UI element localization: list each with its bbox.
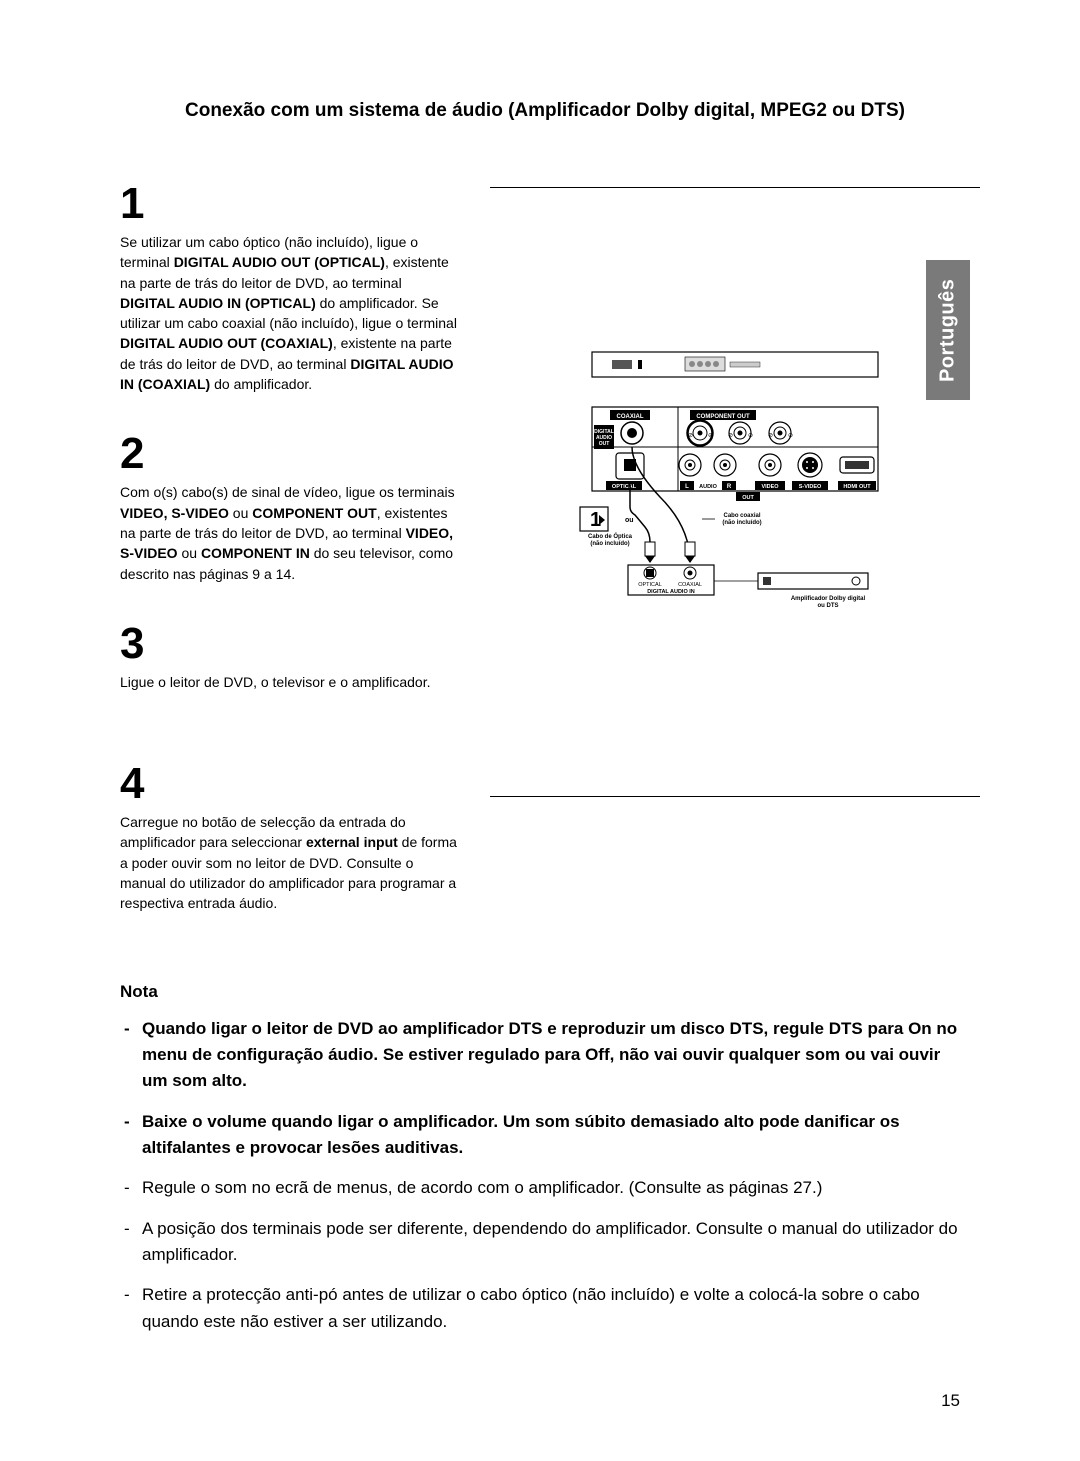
language-tab: Português bbox=[926, 260, 970, 400]
note-item: Baixe o volume quando ligar o amplificad… bbox=[120, 1109, 970, 1162]
component-jacks: ⊘ ⊘ ⊘ ⊘ ⊘ ⊘ bbox=[688, 421, 794, 446]
page-number: 15 bbox=[941, 1391, 960, 1411]
step-number: 4 bbox=[120, 762, 460, 806]
step-body: Ligue o leitor de DVD, o televisor e o a… bbox=[120, 672, 460, 692]
step-1: 1 Se utilizar um cabo óptico (não incluí… bbox=[120, 182, 460, 394]
step-3: 3 Ligue o leitor de DVD, o televisor e o… bbox=[120, 622, 460, 692]
step-4: 4 Carregue no botão de selecção da entra… bbox=[120, 762, 460, 913]
label-cable-optical-1: Cabo de Óptica bbox=[588, 532, 633, 540]
step-body: Se utilizar um cabo óptico (não incluído… bbox=[120, 232, 460, 394]
label-amp-2: ou DTS bbox=[818, 603, 839, 609]
step-2: 2 Com o(s) cabo(s) de sinal de vídeo, li… bbox=[120, 432, 460, 583]
svg-text:⊘: ⊘ bbox=[688, 433, 693, 439]
svg-text:OUT: OUT bbox=[742, 495, 754, 501]
note-item: Quando ligar o leitor de DVD ao amplific… bbox=[120, 1016, 970, 1095]
connection-diagram: COAXIAL COMPONENT OUT DIGITAL AUDIO OUT … bbox=[490, 187, 980, 797]
label-coaxial: COAXIAL bbox=[617, 414, 644, 420]
label-amp-coaxial: COAXIAL bbox=[678, 582, 702, 588]
label-optical: OPTICAL bbox=[612, 484, 637, 490]
svg-text:OUT: OUT bbox=[599, 441, 610, 447]
step-body: Carregue no botão de selecção da entrada… bbox=[120, 812, 460, 913]
label-cable-coax-1: Cabo coaxial bbox=[723, 513, 760, 519]
label-ou: ou bbox=[625, 517, 634, 524]
label-amp-1: Amplificador Dolby digital bbox=[791, 596, 866, 602]
label-component-out: COMPONENT OUT bbox=[696, 414, 750, 420]
note-item: A posição dos terminais pode ser diferen… bbox=[120, 1216, 970, 1269]
notes-section: Nota Quando ligar o leitor de DVD ao amp… bbox=[120, 982, 970, 1335]
svg-text:⊘: ⊘ bbox=[788, 433, 793, 439]
main-content: 1 Se utilizar um cabo óptico (não incluí… bbox=[120, 182, 970, 952]
steps-column: 1 Se utilizar um cabo óptico (não incluí… bbox=[120, 182, 460, 952]
svg-text:S-VIDEO: S-VIDEO bbox=[799, 484, 822, 490]
svg-text:⊘: ⊘ bbox=[768, 433, 773, 439]
step-body: Com o(s) cabo(s) de sinal de vídeo, ligu… bbox=[120, 482, 460, 583]
step-number: 1 bbox=[120, 182, 460, 226]
note-item: Retire a protecção anti-pó antes de util… bbox=[120, 1282, 970, 1335]
label-cable-coax-2: (não incluído) bbox=[722, 520, 761, 526]
step-number: 3 bbox=[120, 622, 460, 666]
step-number: 2 bbox=[120, 432, 460, 476]
page-title: Conexão com um sistema de áudio (Amplifi… bbox=[120, 100, 970, 122]
diagram-column: COAXIAL COMPONENT OUT DIGITAL AUDIO OUT … bbox=[480, 182, 970, 952]
label-amp-digital-in: DIGITAL AUDIO IN bbox=[647, 589, 695, 595]
svg-text:HDMI OUT: HDMI OUT bbox=[843, 484, 871, 490]
label-amp-optical: OPTICAL bbox=[638, 582, 662, 588]
label-cable-optical-2: (não incluído) bbox=[590, 541, 629, 547]
svg-text:VIDEO: VIDEO bbox=[761, 484, 779, 490]
notes-heading: Nota bbox=[120, 982, 970, 1002]
svg-text:R: R bbox=[727, 484, 732, 490]
diagram-svg: COAXIAL COMPONENT OUT DIGITAL AUDIO OUT … bbox=[550, 347, 920, 637]
svg-text:⊘: ⊘ bbox=[748, 433, 753, 439]
notes-list: Quando ligar o leitor de DVD ao amplific… bbox=[120, 1016, 970, 1335]
svg-text:⊘: ⊘ bbox=[728, 433, 733, 439]
svg-text:⊘: ⊘ bbox=[708, 433, 713, 439]
svg-text:AUDIO: AUDIO bbox=[699, 484, 717, 490]
svg-text:L: L bbox=[685, 484, 689, 490]
note-item: Regule o som no ecrã de menus, de acordo… bbox=[120, 1175, 970, 1201]
